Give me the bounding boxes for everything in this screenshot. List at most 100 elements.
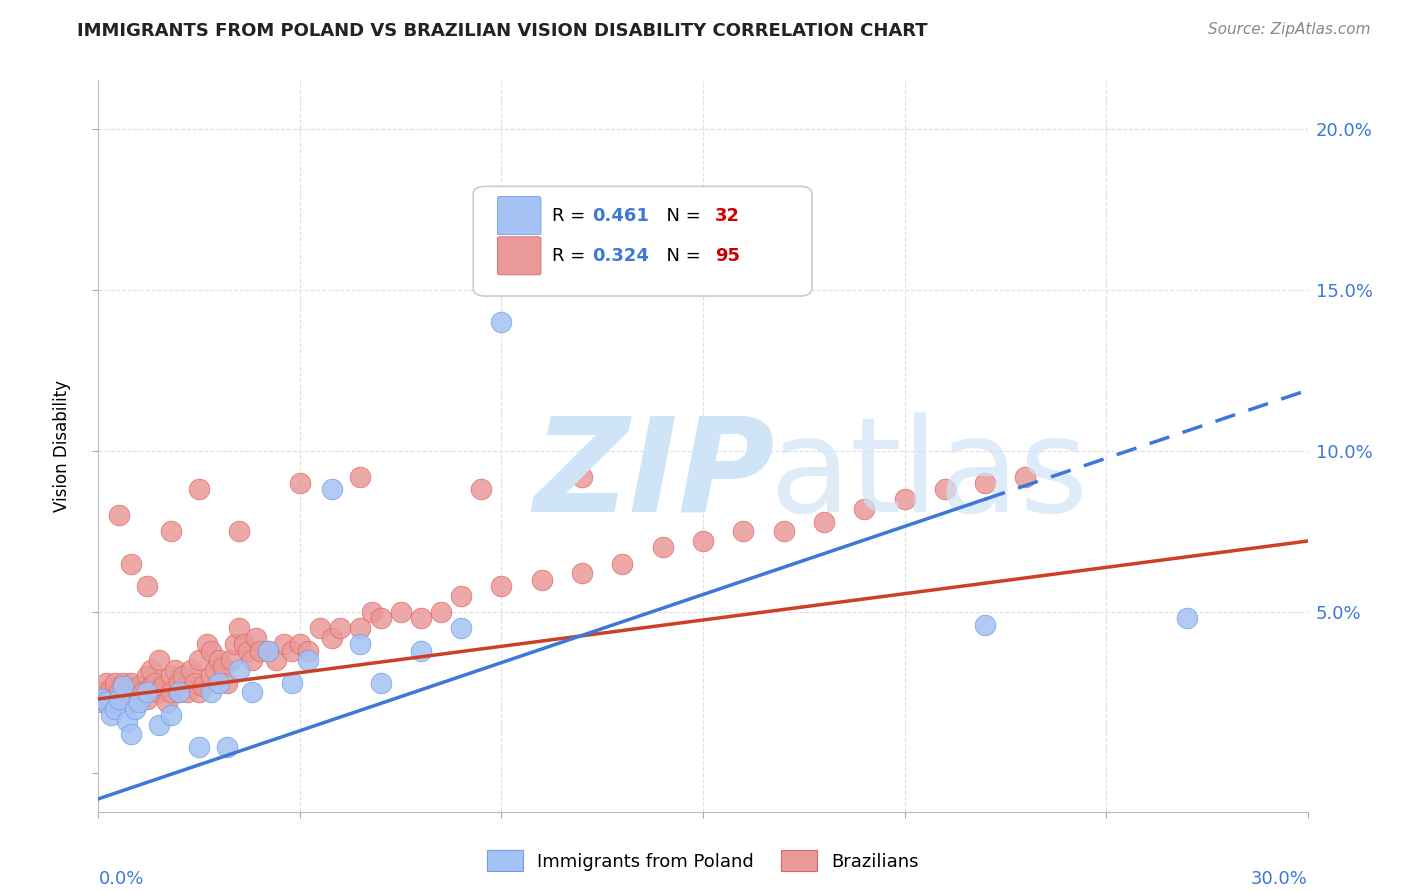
Point [1175,611,1198,625]
Point [240,685,263,699]
Point [470,483,492,497]
Point [111,676,134,690]
Point [188,653,211,667]
Point [329,621,352,635]
FancyBboxPatch shape [498,236,541,275]
FancyBboxPatch shape [498,196,541,235]
Point [224,637,246,651]
Point [184,676,207,690]
Point [103,695,125,709]
Legend: Immigrants from Poland, Brazilians: Immigrants from Poland, Brazilians [479,843,927,879]
Point [139,663,162,677]
Point [120,676,142,690]
Point [349,469,371,483]
Point [571,566,593,581]
Point [571,469,593,483]
Point [370,611,392,625]
Point [143,676,166,690]
Point [217,740,239,755]
Point [135,685,157,699]
Point [111,679,134,693]
Point [228,524,250,539]
Point [160,685,183,699]
Point [163,663,186,677]
Point [204,663,226,677]
FancyBboxPatch shape [474,186,811,296]
Point [370,676,392,690]
Point [120,695,142,709]
Point [651,541,673,555]
Point [193,679,215,693]
Point [208,676,231,690]
Point [96,692,118,706]
Point [281,676,304,690]
Point [115,714,138,729]
Point [309,621,332,635]
Point [974,617,997,632]
Point [240,653,263,667]
Point [349,637,371,651]
Point [217,676,239,690]
Text: 0.324: 0.324 [592,247,648,265]
Point [167,685,190,699]
Point [273,637,295,651]
Point [813,515,835,529]
Point [221,653,243,667]
Point [450,621,472,635]
Y-axis label: Vision Disability: Vision Disability [53,380,72,512]
Text: 0.0%: 0.0% [98,870,143,888]
Point [172,669,194,683]
Point [103,676,125,690]
Point [91,695,114,709]
Point [139,679,162,693]
Point [200,669,222,683]
Point [612,557,634,571]
Point [297,643,319,657]
Point [148,653,170,667]
Point [167,676,190,690]
Text: R =: R = [551,207,591,225]
Point [612,219,634,233]
Point [893,492,915,507]
Point [148,717,170,731]
Point [96,676,118,690]
Point [135,579,157,593]
Point [974,476,997,491]
Point [91,692,114,706]
Point [188,740,211,755]
Point [264,653,287,667]
Point [188,685,211,699]
Point [124,682,146,697]
Text: N =: N = [655,207,706,225]
Point [135,692,157,706]
Point [249,643,271,657]
Point [200,643,222,657]
Point [281,643,304,657]
Point [120,727,142,741]
Point [450,589,472,603]
Point [692,534,714,549]
Point [100,708,122,723]
Point [208,653,231,667]
Point [297,653,319,667]
Point [160,708,183,723]
Point [195,637,218,651]
Point [111,689,134,703]
Point [409,643,432,657]
Point [107,692,129,706]
Point [321,483,343,497]
Text: N =: N = [655,247,706,265]
Point [200,685,222,699]
Point [389,605,412,619]
Point [228,621,250,635]
Point [232,637,254,651]
Point [107,685,129,699]
Point [349,621,371,635]
Point [91,685,114,699]
Point [156,695,179,709]
Point [245,631,267,645]
Point [135,669,157,683]
Point [96,695,118,709]
Text: Source: ZipAtlas.com: Source: ZipAtlas.com [1208,22,1371,37]
Point [772,524,794,539]
